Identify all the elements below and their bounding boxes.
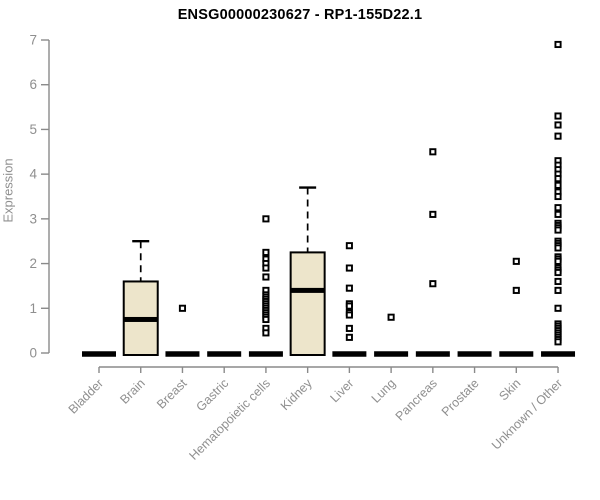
x-category-label: Unknown / Other [489,376,565,452]
outlier-point-pancreas [429,210,437,218]
outlier-point-unknown-other [554,277,562,286]
collapsed-box-unknown-other [541,351,576,357]
outlier-point-unknown-other [554,40,562,49]
median-brain [123,316,158,322]
y-tick-label: 4 [29,167,37,182]
outlier-point-unknown-other [554,175,562,183]
outlier-point-skin [512,257,520,265]
outlier-point-hematopoietic-cells [262,248,270,256]
outlier-point-hematopoietic-cells [262,215,270,223]
outlier-point-unknown-other [554,338,562,346]
collapsed-box-skin [499,351,534,357]
outlier-point-lung [387,313,395,321]
collapsed-box-prostate [457,351,492,357]
outlier-point-unknown-other [554,112,562,120]
outlier-point-unknown-other [554,244,562,252]
outlier-point-hematopoietic-cells [262,264,270,272]
outlier-point-unknown-other [554,132,562,140]
y-tick-label: 2 [29,256,37,271]
outlier-point-skin [512,286,520,294]
x-category-label: Skin [496,376,523,403]
outlier-point-unknown-other [554,268,562,277]
x-category-label: Prostate [439,376,482,419]
y-tick-label: 3 [29,211,37,226]
x-category-label: Bladder [66,376,106,416]
box-kidney [289,251,326,356]
y-tick-label: 7 [29,33,37,48]
outlier-point-unknown-other [554,210,562,218]
outlier-point-liver [345,302,353,310]
chart-title: ENSG00000230627 - RP1-155D22.1 [177,7,423,23]
outlier-point-breast [178,304,187,312]
collapsed-box-hematopoietic-cells [248,351,283,357]
outlier-point-liver [345,333,353,341]
y-tick-label: 0 [29,346,37,361]
outlier-point-pancreas [429,280,437,288]
outlier-point-unknown-other [554,226,562,234]
outlier-point-unknown-other [554,286,562,294]
outlier-point-liver [345,311,353,319]
outlier-point-liver [345,324,353,332]
x-category-label: Liver [327,376,356,405]
x-category-label: Breast [154,376,190,412]
x-category-label: Gastric [193,376,231,414]
y-tick-label: 1 [29,301,37,316]
collapsed-box-breast [165,351,200,357]
outlier-point-hematopoietic-cells [262,315,270,324]
outlier-point-liver [345,264,353,272]
outlier-point-unknown-other [554,304,562,312]
outlier-point-liver [345,284,353,292]
outlier-point-liver [345,242,353,250]
outlier-point-unknown-other [554,192,562,201]
outlier-point-unknown-other [554,204,562,212]
collapsed-box-bladder [82,351,116,357]
median-kidney [290,287,325,293]
x-category-label: Lung [369,376,399,406]
outlier-point-hematopoietic-cells [262,329,270,337]
y-tick-label: 6 [29,77,37,92]
collapsed-box-lung [374,351,409,357]
outlier-point-unknown-other [554,257,562,265]
outlier-point-unknown-other [554,121,562,129]
collapsed-box-liver [332,351,367,357]
outlier-point-hematopoietic-cells [262,273,270,281]
outlier-point-unknown-other [554,181,562,189]
collapsed-box-gastric [207,351,242,357]
y-tick-label: 5 [29,122,37,137]
x-category-label: Pancreas [393,376,440,423]
collapsed-box-pancreas [415,351,450,357]
outlier-point-pancreas [429,148,437,156]
x-category-label: Brain [117,376,148,407]
x-category-label: Hematopoietic cells [186,376,273,463]
x-category-label: Kidney [278,376,315,413]
